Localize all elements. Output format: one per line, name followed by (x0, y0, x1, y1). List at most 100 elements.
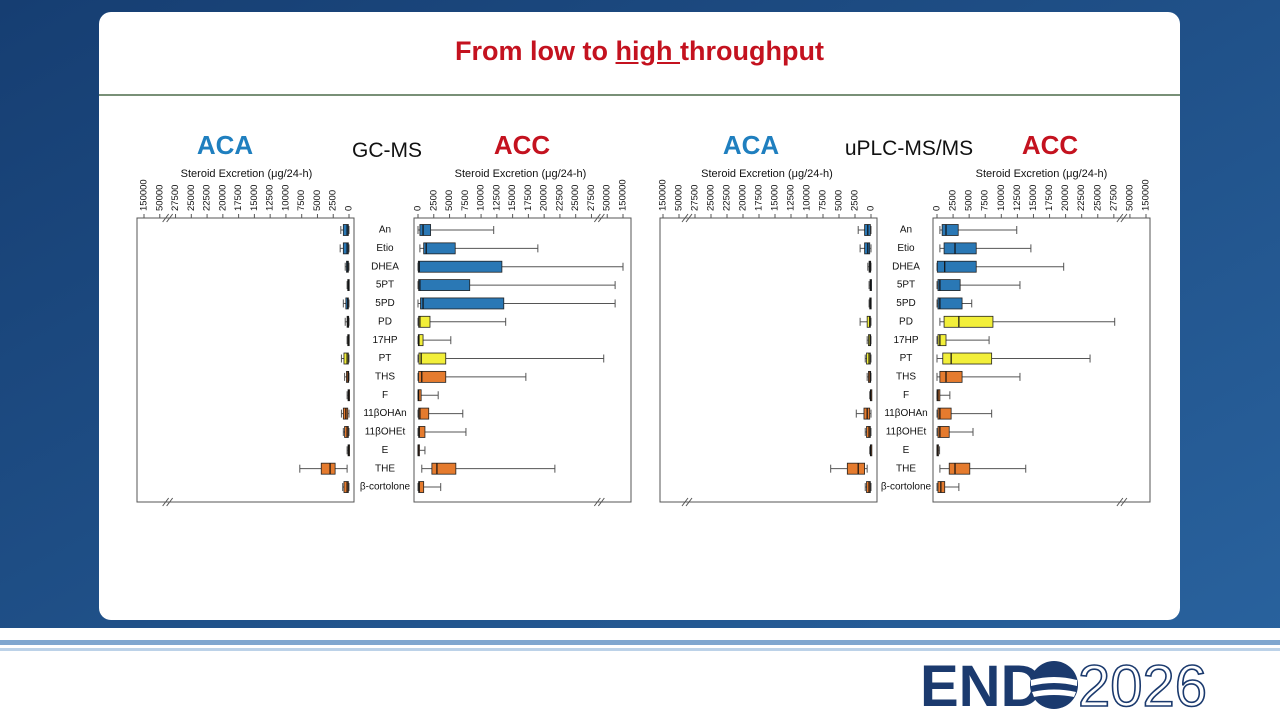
box (343, 352, 349, 365)
x-tick-label: 20000 (539, 185, 550, 211)
box (342, 242, 349, 255)
box (943, 315, 994, 328)
method-label: GC-MS (352, 139, 422, 162)
box (866, 315, 871, 328)
category-label: DHEA (892, 261, 920, 272)
box (864, 242, 871, 255)
x-tick-label: 17500 (1044, 185, 1055, 211)
category-label: 11βOHEt (365, 427, 406, 438)
box-plot (939, 462, 1027, 475)
box (417, 260, 503, 273)
box-plot (417, 297, 616, 310)
box (420, 297, 505, 310)
category-label: PD (378, 316, 392, 327)
box-plot (417, 481, 442, 493)
x-tick-label: 22500 (202, 185, 213, 211)
x-tick-label: 10000 (996, 185, 1007, 211)
box (419, 224, 432, 236)
x-tick-label: 22500 (722, 185, 733, 211)
x-tick-label: 150000 (618, 179, 629, 211)
box-plot (864, 481, 872, 493)
title-part: From low to (455, 36, 616, 66)
category-label: PD (899, 316, 913, 327)
x-tick-label: 12500 (786, 185, 797, 211)
box-plot (869, 444, 873, 457)
box-plot (342, 297, 350, 310)
axis-break (597, 497, 605, 507)
box-plot (868, 279, 872, 291)
category-label: THE (896, 463, 916, 474)
box-plot (417, 352, 605, 365)
box-plot (936, 370, 1021, 383)
axis-title: Steroid Excretion (μg/24-h) (181, 168, 313, 180)
category-label: 17HP (372, 335, 397, 346)
axis-break (593, 497, 601, 507)
box-plot (344, 370, 350, 383)
category-label: THS (375, 372, 395, 383)
box-plot (417, 407, 464, 420)
box-plot (342, 481, 350, 493)
box-plot (936, 444, 941, 457)
box (939, 370, 963, 383)
category-label: Etio (897, 243, 915, 254)
category-label: PT (900, 353, 913, 364)
slide-title: From low to high throughput (99, 36, 1180, 67)
axis-title: Steroid Excretion (μg/24-h) (701, 168, 833, 180)
x-tick-label: 0 (866, 206, 877, 211)
axis-title: Steroid Excretion (μg/24-h) (976, 168, 1108, 180)
x-tick-label: 27500 (690, 185, 701, 211)
x-tick-label: 10000 (280, 185, 291, 211)
box-plot (342, 426, 350, 438)
box-plot (857, 224, 872, 236)
axis-break (1120, 213, 1128, 223)
x-tick-label: 17500 (233, 185, 244, 211)
category-label: β-cortolone (881, 482, 932, 493)
panel-title: ACC (1022, 130, 1079, 160)
box-plot (417, 224, 495, 236)
x-tick-label: 27500 (1108, 185, 1119, 211)
box (937, 407, 952, 420)
box-plot (936, 334, 990, 347)
x-tick-label: 150000 (1141, 179, 1152, 211)
logo-text: END (920, 654, 1042, 719)
box (866, 426, 871, 438)
box (846, 462, 866, 475)
axis-break (1116, 497, 1124, 507)
box-plot (859, 242, 872, 255)
category-label: β-cortolone (360, 482, 411, 493)
box-plot (936, 297, 973, 310)
x-tick-label: 22500 (554, 185, 565, 211)
x-tick-label: 2500 (428, 190, 439, 211)
box-plot (864, 352, 872, 365)
x-tick-label: 150000 (658, 179, 669, 211)
box-plot (939, 242, 1032, 255)
x-tick-label: 20000 (738, 185, 749, 211)
axis-break (162, 497, 170, 507)
box-plot (866, 370, 872, 383)
x-tick-label: 22500 (1076, 185, 1087, 211)
box-plot (936, 260, 1065, 273)
category-label: 11βOHEt (886, 427, 927, 438)
x-tick-label: 5000 (444, 190, 455, 211)
x-tick-label: 20000 (1060, 185, 1071, 211)
axis-break (597, 213, 605, 223)
x-tick-label: 10000 (476, 185, 487, 211)
axis-break (1116, 213, 1124, 223)
category-label: PT (379, 353, 392, 364)
box-plot (830, 462, 868, 475)
box (418, 315, 431, 328)
box (343, 481, 349, 493)
box (344, 426, 349, 438)
x-tick-label: 50000 (674, 185, 685, 211)
box-plot (936, 407, 993, 420)
box-plot (346, 389, 350, 402)
content-card (99, 12, 1180, 620)
box (418, 407, 430, 420)
x-tick-label: 27500 (586, 185, 597, 211)
box (418, 352, 447, 365)
axis-break (1120, 497, 1128, 507)
x-tick-label: 15000 (770, 185, 781, 211)
box-plot (936, 352, 1091, 365)
